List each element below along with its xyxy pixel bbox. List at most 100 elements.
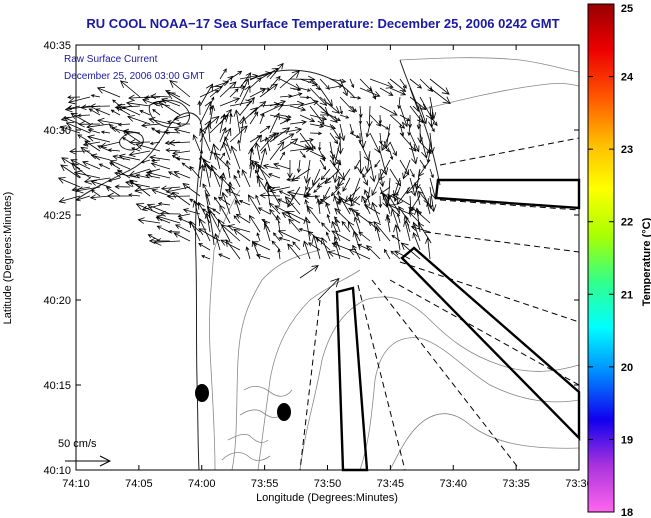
current-vector [284, 196, 301, 215]
current-vector [190, 220, 201, 242]
current-vector [251, 240, 261, 260]
current-vector [289, 87, 302, 92]
current-vector [88, 108, 101, 116]
current-vector [403, 219, 411, 242]
current-vector [316, 198, 321, 215]
current-vector [373, 220, 391, 242]
current-vector [319, 78, 331, 90]
current-vector [379, 150, 389, 176]
current-vector [137, 217, 161, 224]
current-vector [63, 116, 81, 125]
current-vector [269, 112, 280, 134]
current-vector [153, 238, 181, 246]
current-vector [267, 184, 281, 206]
current-vector [135, 203, 161, 215]
current-vector [209, 210, 221, 233]
current-vector [105, 186, 121, 197]
current-vector [378, 195, 383, 209]
current-vector [292, 241, 301, 251]
current-vector [145, 170, 171, 179]
current-vector [165, 148, 181, 153]
current-vector [369, 159, 377, 183]
current-vector [149, 154, 171, 161]
current-vector [86, 122, 111, 130]
current-vector [199, 127, 211, 152]
current-vector [255, 253, 271, 260]
current-vector [429, 168, 434, 179]
current-vector [369, 78, 394, 89]
colorbar-tick-label: 25 [621, 3, 633, 15]
current-vector [199, 149, 204, 161]
current-vector [256, 232, 261, 242]
current-vector [173, 170, 191, 179]
x-tick-label: 74:10 [62, 478, 90, 490]
current-vector [425, 236, 432, 260]
current-vector [248, 194, 261, 215]
current-vector [286, 177, 301, 182]
current-vector [58, 195, 81, 204]
current-vector [169, 80, 191, 98]
current-vector [399, 114, 411, 122]
current-vector [259, 83, 279, 98]
current-vector [59, 125, 81, 134]
current-vector [390, 250, 401, 260]
current-vector [77, 134, 91, 143]
current-vector [319, 159, 327, 171]
current-vector [409, 87, 420, 112]
current-vector [349, 105, 358, 112]
current-vector [428, 195, 433, 210]
x-axis-label: Longitude (Degrees:Minutes) [256, 492, 398, 504]
current-vector [117, 122, 131, 127]
current-vector [171, 191, 191, 206]
current-vector [333, 216, 341, 224]
current-vector [89, 194, 111, 201]
current-vector [269, 100, 287, 107]
current-vector [303, 216, 311, 242]
current-vector [259, 192, 281, 199]
current-vector [329, 78, 347, 84]
current-vector [202, 162, 211, 188]
current-vector [378, 114, 382, 125]
current-vector [90, 189, 101, 197]
current-vector [389, 168, 402, 187]
current-vector [313, 186, 321, 193]
current-vector [299, 265, 319, 279]
current-vector [219, 152, 226, 161]
current-vector [369, 87, 376, 100]
current-vector [409, 96, 427, 111]
current-vector [289, 119, 307, 125]
current-vector [109, 159, 131, 170]
current-vector [140, 159, 151, 164]
current-vector [417, 190, 431, 206]
current-vector [279, 133, 295, 143]
current-vector [114, 184, 131, 190]
current-vector [238, 115, 247, 143]
current-vector [429, 78, 450, 95]
current-vector [349, 78, 355, 89]
current-vector [352, 230, 361, 251]
current-vector [309, 87, 328, 107]
current-vector [309, 114, 328, 121]
current-vector [307, 242, 321, 251]
current-vector [337, 132, 344, 155]
current-vector [222, 141, 231, 161]
current-vector [152, 108, 161, 116]
current-vector [299, 114, 316, 123]
current-vector [371, 201, 381, 224]
current-vector [149, 141, 161, 145]
current-vector [333, 194, 341, 215]
current-vector [399, 132, 417, 152]
current-vector [317, 277, 340, 301]
colorbar [587, 3, 615, 513]
current-vector [271, 240, 281, 251]
current-vector [320, 237, 331, 260]
current-vector [118, 153, 141, 161]
current-vector [119, 80, 141, 98]
colorbar-label: Temperature (°C) [641, 217, 651, 306]
current-vector [409, 168, 415, 178]
current-vector [363, 189, 371, 206]
current-vector [412, 182, 421, 206]
current-vector [181, 162, 191, 170]
current-vector [389, 141, 397, 157]
x-tick-label: 73:50 [314, 478, 342, 490]
